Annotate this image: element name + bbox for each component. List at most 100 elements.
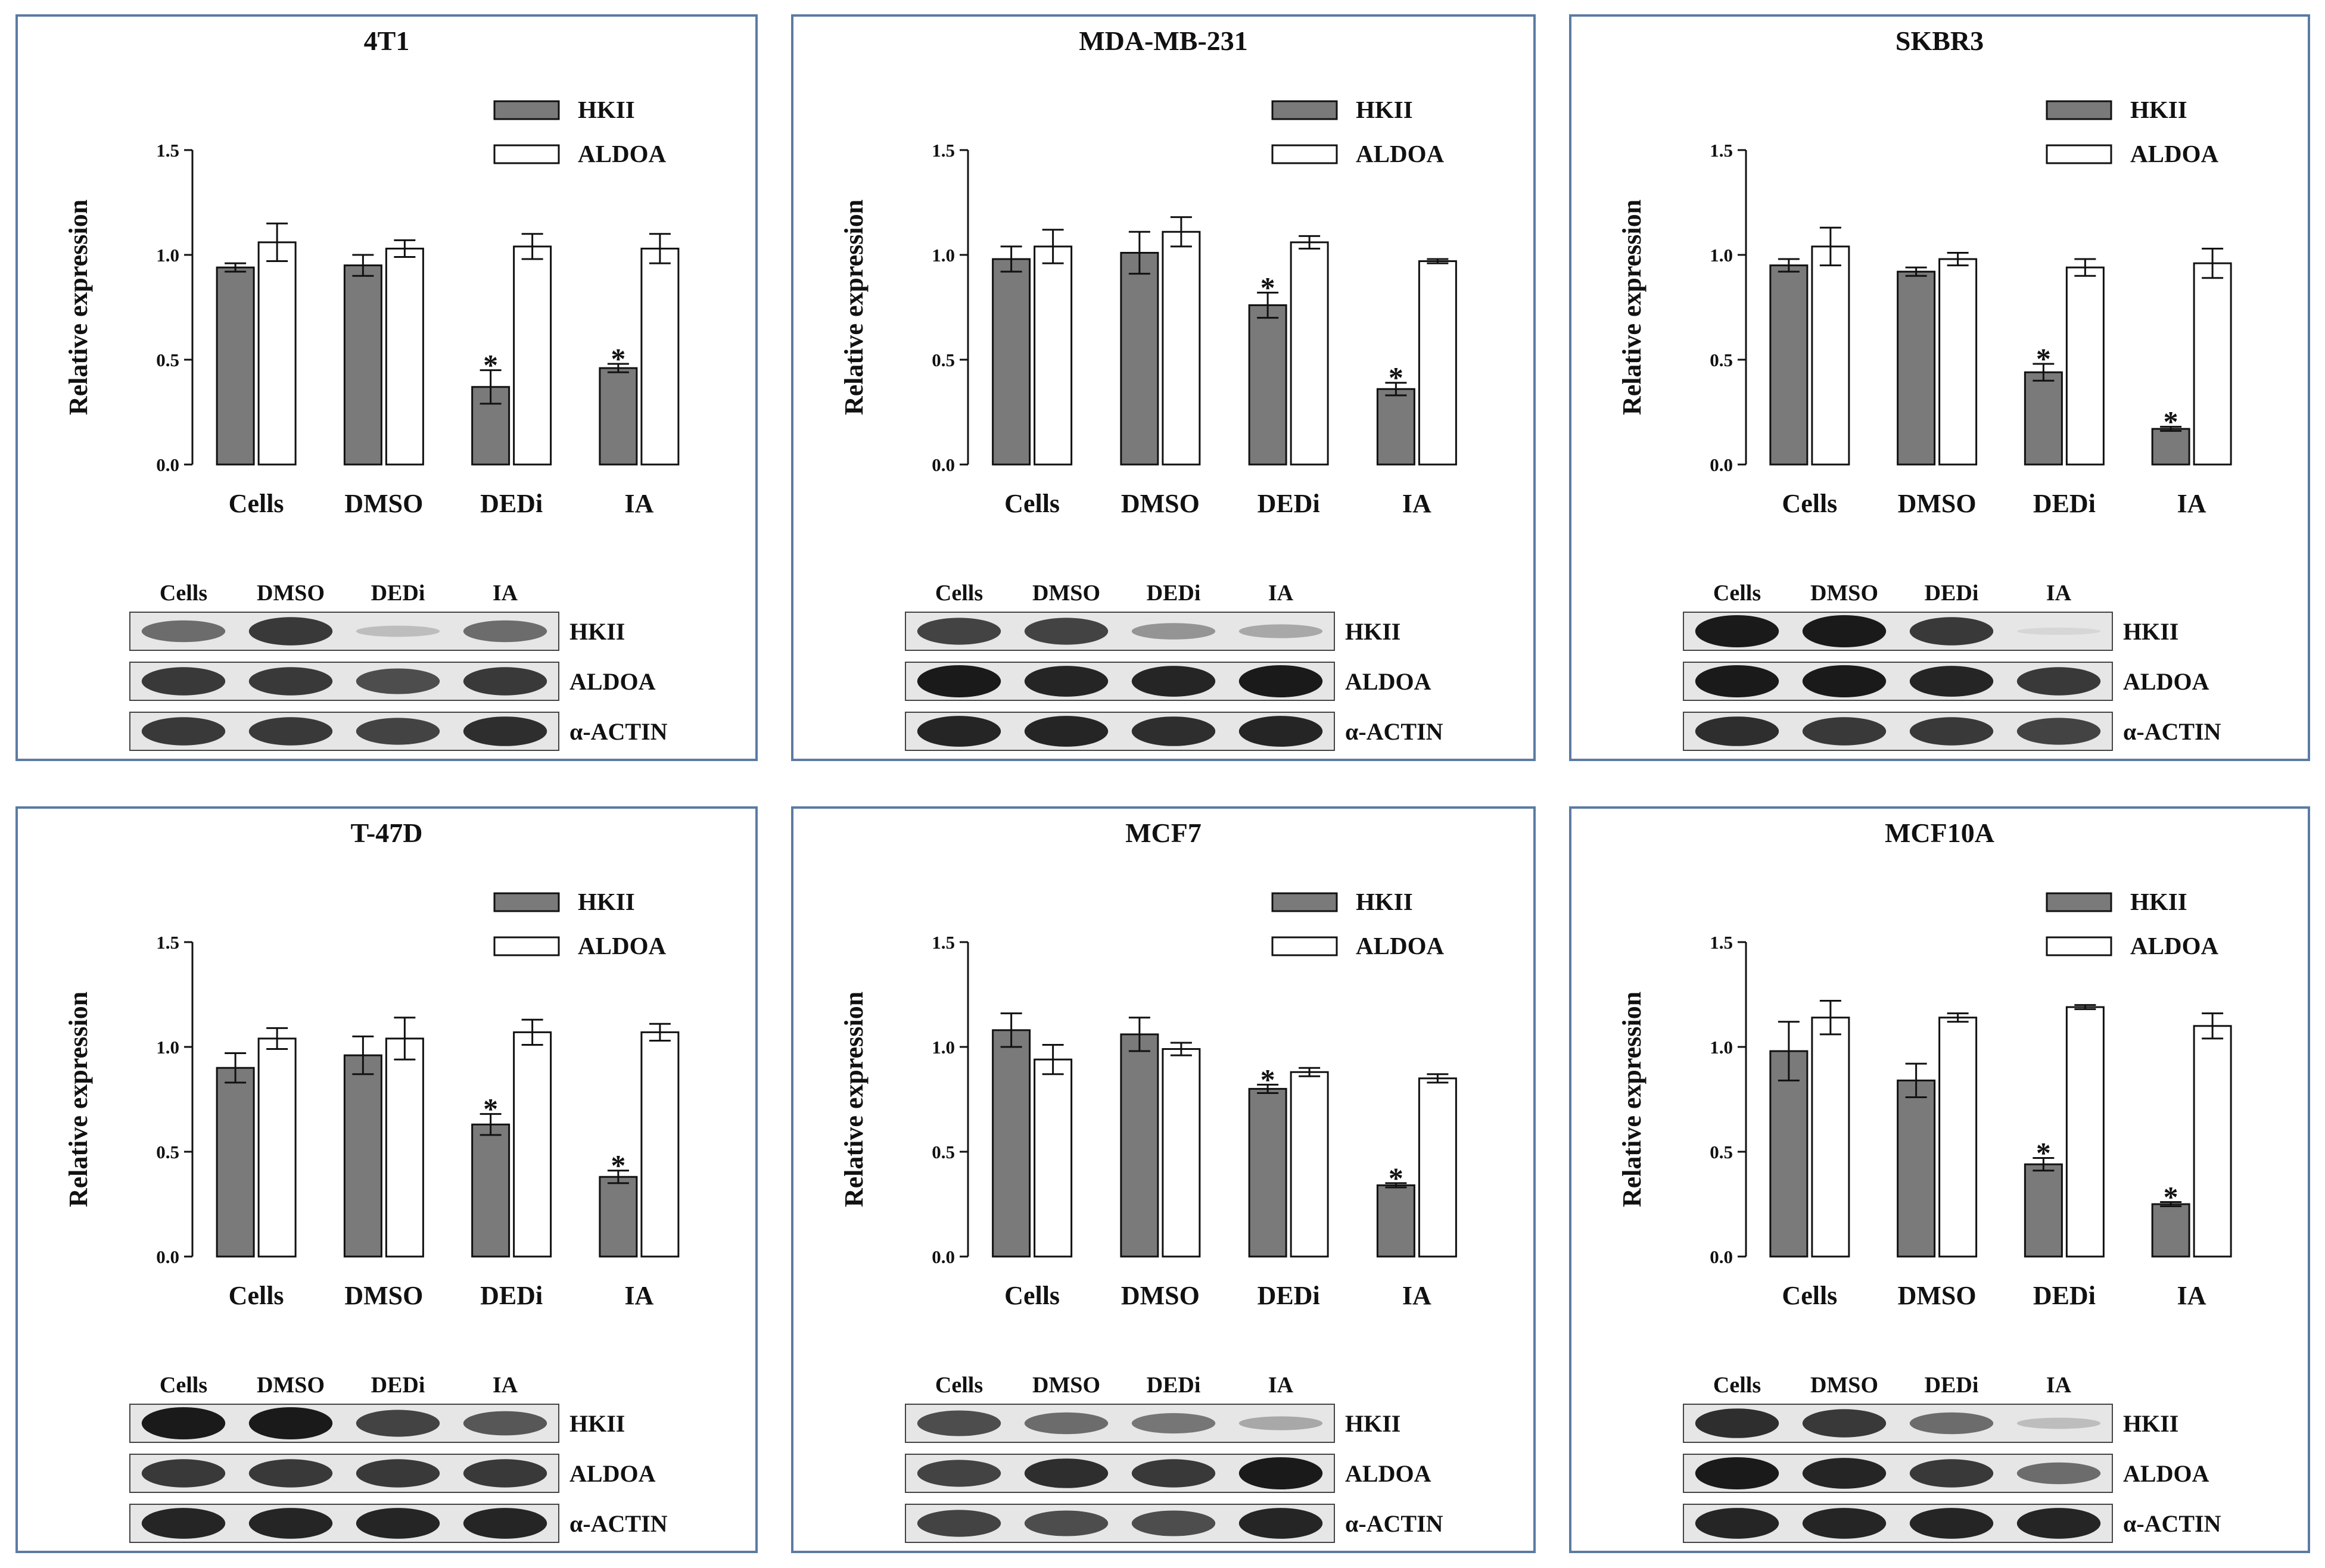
significance-marker: * bbox=[483, 1092, 498, 1126]
y-tick-label: 1.5 bbox=[1710, 932, 1733, 953]
bar-hkii bbox=[343, 1054, 382, 1258]
x-category-label: Cells bbox=[1004, 489, 1060, 518]
bar-aldoa bbox=[513, 1031, 552, 1258]
blot-band bbox=[1909, 1508, 1994, 1539]
bar-hkii bbox=[216, 266, 255, 466]
bar-aldoa bbox=[1418, 1077, 1457, 1258]
blot-band bbox=[356, 1410, 440, 1437]
blot-band bbox=[1238, 665, 1323, 697]
blot-band bbox=[141, 1459, 226, 1488]
bar-hkii bbox=[1897, 1079, 1936, 1258]
y-tick-label: 0.0 bbox=[156, 454, 179, 475]
legend-swatch-hkii bbox=[1271, 892, 1338, 912]
legend-label: ALDOA bbox=[1356, 932, 1444, 959]
x-category-label: Cells bbox=[1782, 489, 1837, 518]
panel-1: MDA-MB-231 0.0 0.5 1.0 1.5 Relative expressio… bbox=[791, 14, 1536, 761]
bar-hkii bbox=[992, 258, 1031, 466]
bar-hkii bbox=[1769, 1050, 1809, 1258]
x-category-label: Cells bbox=[229, 489, 284, 518]
blot-band bbox=[463, 1508, 547, 1539]
legend-label: HKII bbox=[578, 96, 635, 123]
x-category-label: IA bbox=[2177, 489, 2206, 518]
y-axis-label: Relative expression bbox=[64, 992, 93, 1207]
legend-label: HKII bbox=[2130, 888, 2187, 915]
legend-label: HKII bbox=[1356, 888, 1413, 915]
blot-band bbox=[248, 717, 333, 746]
blot-band bbox=[141, 717, 226, 746]
bar-aldoa bbox=[1938, 258, 1978, 466]
x-category-label: IA bbox=[624, 1281, 653, 1310]
blot-band bbox=[463, 620, 547, 643]
bar-hkii bbox=[1120, 251, 1159, 466]
chart-title: SKBR3 bbox=[1896, 26, 1984, 56]
y-axis-label: Relative expression bbox=[839, 199, 869, 415]
blot-band bbox=[1024, 1412, 1109, 1435]
blot-band bbox=[2016, 667, 2101, 696]
blot-band bbox=[248, 1459, 333, 1488]
legend-label: HKII bbox=[578, 888, 635, 915]
bar-aldoa bbox=[2193, 262, 2232, 466]
blot-band bbox=[356, 718, 440, 745]
x-category-label: DEDi bbox=[2033, 1281, 2096, 1310]
blot-lane-label: DEDi bbox=[371, 1373, 425, 1398]
blot-band bbox=[1802, 1458, 1887, 1489]
y-tick-label: 1.5 bbox=[156, 932, 179, 953]
y-tick-label: 1.5 bbox=[932, 932, 955, 953]
bar-hkii bbox=[2024, 371, 2063, 466]
y-tick-label: 0.0 bbox=[156, 1246, 179, 1267]
x-category-label: DMSO bbox=[344, 489, 423, 518]
chart-title: 4T1 bbox=[364, 26, 410, 56]
significance-marker: * bbox=[1260, 270, 1275, 304]
blot-band bbox=[2016, 1417, 2101, 1429]
blot-row-label: α-ACTIN bbox=[2123, 1510, 2221, 1537]
blot-band bbox=[1238, 1457, 1323, 1489]
blot-row-label: ALDOA bbox=[569, 1460, 656, 1487]
blot-lane-label: Cells bbox=[935, 581, 983, 606]
y-axis-label: Relative expression bbox=[64, 199, 93, 415]
bar-hkii bbox=[1248, 1087, 1287, 1258]
blot-row-label: ALDOA bbox=[1345, 668, 1431, 695]
blot-band bbox=[1909, 1459, 1994, 1488]
bar-aldoa bbox=[2193, 1025, 2232, 1258]
blot-band bbox=[248, 617, 333, 646]
bar-aldoa bbox=[2065, 266, 2105, 466]
blot-band bbox=[141, 1508, 226, 1539]
x-category-label: DEDi bbox=[2033, 489, 2096, 518]
blot-lane-label: Cells bbox=[935, 1373, 983, 1398]
legend-label: ALDOA bbox=[578, 932, 666, 959]
y-tick-label: 1.0 bbox=[1710, 1037, 1733, 1058]
blot-band bbox=[1131, 623, 1216, 640]
legend-swatch-hkii bbox=[493, 892, 560, 912]
blot-band bbox=[1024, 1458, 1109, 1488]
blot-lane-label: IA bbox=[1268, 1373, 1294, 1398]
panel-5: MCF10A 0.0 0.5 1.0 1.5 Relative expression Cel… bbox=[1569, 806, 2310, 1553]
blot-row-label: ALDOA bbox=[569, 668, 656, 695]
legend-label: ALDOA bbox=[2130, 932, 2218, 959]
blot-band bbox=[463, 716, 547, 746]
significance-marker: * bbox=[611, 342, 625, 375]
x-category-label: Cells bbox=[1782, 1281, 1837, 1310]
blot-band bbox=[141, 1407, 226, 1439]
blot-band bbox=[1131, 716, 1216, 746]
blot-band bbox=[1695, 665, 1779, 697]
blot-band bbox=[1238, 716, 1323, 747]
blot-band bbox=[2016, 718, 2101, 745]
blot-lane-label: Cells bbox=[1713, 1373, 1761, 1398]
bar-hkii bbox=[2151, 428, 2190, 466]
bar-aldoa bbox=[2065, 1006, 2105, 1258]
blot-band bbox=[1802, 1409, 1887, 1438]
y-tick-label: 0.5 bbox=[1710, 350, 1733, 370]
blot-lane-label: DEDi bbox=[371, 581, 425, 606]
blot-band bbox=[1238, 624, 1323, 638]
y-axis-label: Relative expression bbox=[839, 992, 869, 1207]
y-tick-label: 0.5 bbox=[1710, 1142, 1733, 1162]
x-category-label: IA bbox=[1402, 1281, 1431, 1310]
legend-swatch-hkii bbox=[2046, 100, 2112, 120]
legend-label: HKII bbox=[2130, 96, 2187, 123]
blot-band bbox=[1695, 615, 1779, 647]
blot-lane-label: DMSO bbox=[257, 1373, 325, 1398]
bar-hkii bbox=[471, 1123, 511, 1258]
blot-band bbox=[2016, 627, 2101, 635]
bar-aldoa bbox=[257, 1037, 297, 1258]
blot-band bbox=[917, 618, 1001, 645]
